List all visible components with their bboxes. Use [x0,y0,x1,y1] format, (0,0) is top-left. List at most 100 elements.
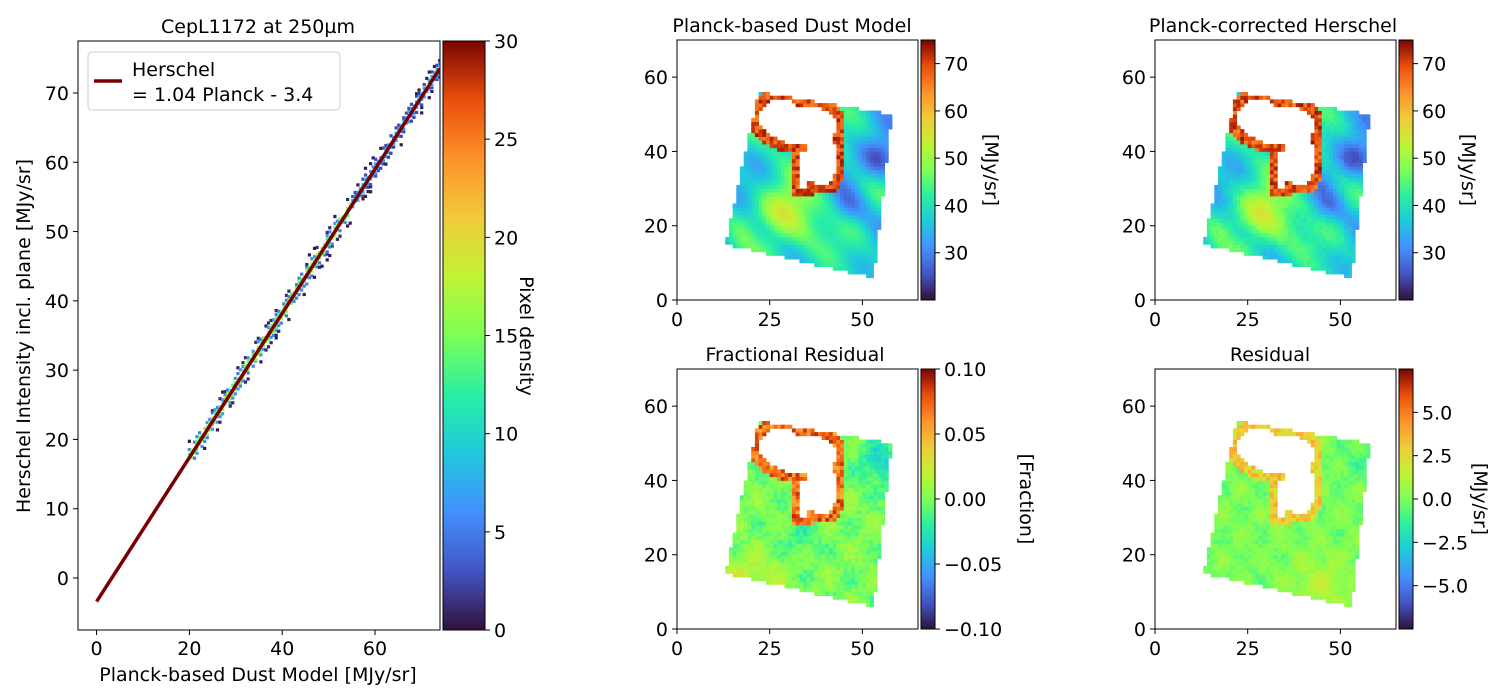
map-pixel [884,151,889,156]
map-pixel [769,210,774,216]
map-pixel [847,118,852,123]
map-pixel [862,199,867,204]
map-pixel [795,532,800,537]
map-pixel [1329,181,1334,186]
map-pixel [814,554,819,559]
map-pixel [1307,106,1312,112]
map-pixel [769,155,774,160]
map-pixel [1281,192,1286,197]
density-cell [300,277,304,281]
map-pixel [799,240,804,245]
y-tick-label: 20 [644,545,668,567]
map-pixel [862,443,867,448]
map-pixel [1244,166,1249,171]
density-cell [274,333,278,337]
map-pixel [836,173,841,178]
map-pixel [873,233,878,238]
map-pixel [1232,487,1238,493]
map-pixel [884,114,889,119]
density-cell [437,62,440,66]
map-pixel [754,562,760,567]
map-pixel [814,558,819,563]
map-pixel [851,439,856,444]
map-pixel [732,543,737,548]
map-pixel [1232,428,1238,433]
map-pixel [869,192,874,197]
map-pixel [762,569,767,574]
map-pixel [1347,110,1352,115]
map-pixel [1347,233,1352,238]
map-pixel [754,173,760,178]
map-pixel [1333,170,1338,175]
map-pixel [862,554,867,559]
map-pixel [1333,214,1338,219]
map-pixel [1221,177,1226,182]
map-pixel [832,266,837,271]
map-pixel [851,443,856,448]
map-pixel [1244,181,1249,186]
map-pixel [1299,106,1304,112]
map-pixel [1344,140,1349,145]
map-pixel [806,218,811,223]
map-pixel [780,532,785,537]
map-pixel [1214,547,1219,552]
map-pixel [791,99,797,104]
map-pixel [1318,225,1323,230]
map-pixel [1336,177,1341,182]
map-pixel [843,140,848,145]
map-pixel [1232,188,1238,193]
map-pixel [877,162,882,167]
map-pixel [851,465,856,470]
map-pixel [821,222,826,227]
map-pixel [843,491,848,496]
map-pixel [791,203,797,208]
density-cell [381,159,385,163]
map-pixel [843,248,848,253]
map-pixel [747,513,752,519]
map-pixel [817,259,823,264]
density-cell [215,407,220,411]
map-pixel [766,155,771,160]
map-pixel [777,513,782,519]
map-pixel [873,580,878,585]
map-pixel [829,207,834,212]
map-pixel [784,539,789,545]
map-pixel [855,565,860,571]
map-pixel [1236,506,1241,511]
density-cell [284,314,288,318]
map-pixel [843,158,848,164]
map-pixel [740,244,745,249]
map-pixel [743,207,748,212]
map-pixel [810,510,815,515]
map-pixel [814,432,819,437]
map-pixel [1355,162,1360,167]
colorbar-tick-label: 70 [944,54,968,76]
map-pixel [1310,244,1315,249]
map-pixel [747,551,752,556]
map-pixel [754,147,760,152]
map-pixel [1240,506,1245,511]
map-pixel [1221,151,1226,156]
map-pixel [751,132,756,138]
map-pixel [1218,170,1223,175]
map-pixel [1277,207,1282,212]
map-pixel [795,558,800,563]
map-pixel [1333,166,1338,171]
map-pixel [1255,181,1260,186]
map-pixel [1336,229,1341,234]
map-pixel [1310,106,1315,112]
map-pixel [1333,255,1338,260]
map-pixel [1236,229,1241,234]
map-pixel [773,244,778,249]
map-pixel [758,502,763,507]
map-pixel [1251,192,1256,197]
map-pixel [758,532,763,537]
map-pixel [1236,162,1241,167]
map-pixel [1284,196,1289,201]
map-pixel [777,144,782,149]
map-pixel [1344,210,1349,216]
map-pixel [740,547,745,552]
map-pixel [1262,181,1267,186]
map-pixel [840,229,845,234]
map-pixel [758,517,763,522]
